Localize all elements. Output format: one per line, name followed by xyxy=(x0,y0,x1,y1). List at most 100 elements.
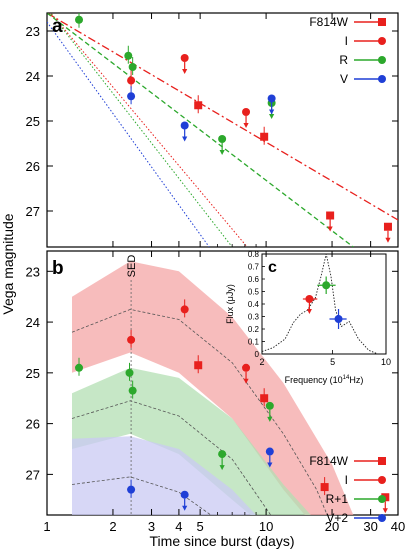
panel-c-spectrum xyxy=(262,254,379,354)
panel-b-ytick-label-25: 25 xyxy=(26,366,40,381)
inset-ytick-label-0: 0 xyxy=(255,350,260,359)
x-tick-label-1: 1 xyxy=(43,519,50,534)
panel-a-point-3-2 xyxy=(267,94,276,103)
panel-a-model-line-1 xyxy=(47,13,354,247)
panel-a-points xyxy=(75,13,392,243)
inset-ytick-label-0.3: 0.3 xyxy=(248,313,260,322)
panel-a-point-3-1 xyxy=(180,121,189,130)
panel-b-point-3-1-limit-arrow-head xyxy=(182,505,188,511)
panel-a-ytick-label-23: 23 xyxy=(26,24,40,39)
panel-a-point-0-2 xyxy=(326,211,335,220)
sed-annotation: SED xyxy=(126,255,138,278)
inset-xtick-label-5: 5 xyxy=(330,357,335,367)
panel-b-band-median-0 xyxy=(71,308,328,515)
panel-c-letter: c xyxy=(268,259,277,276)
panel-a-model-line-4 xyxy=(47,21,210,247)
panel-a-legend-marker-2 xyxy=(378,56,386,64)
y-axis-title: Vega magnitude xyxy=(0,213,16,314)
panel-a-point-3-0 xyxy=(127,92,136,101)
panel-a-point-2-3 xyxy=(218,135,227,143)
panel-a-clip xyxy=(47,13,398,247)
panel-a-point-3-2-limit-arrow-head xyxy=(269,109,275,115)
panel-a-legend-marker-3 xyxy=(378,75,386,83)
panel-b-ytick-label-27: 27 xyxy=(26,467,40,482)
panel-b-legend-marker-1 xyxy=(378,476,386,484)
panel-a-point-3-1-limit-arrow-head xyxy=(182,136,188,142)
panel-b-point-2-1 xyxy=(125,368,134,377)
panel-b-band-0 xyxy=(72,261,354,515)
panel-b-ytick-label-24: 24 xyxy=(26,315,40,330)
x-tick-label-5: 5 xyxy=(197,519,204,534)
panel-a-point-1-2 xyxy=(242,108,251,116)
panel-a-point-0-2-limit-arrow-head xyxy=(327,226,333,232)
panel-a-model-line-0 xyxy=(47,13,398,221)
x-axis-title: Time since burst (days) xyxy=(150,533,295,549)
inset-ytick-label-0.7: 0.7 xyxy=(248,263,260,272)
panel-a-legend-marker-1 xyxy=(378,37,386,45)
panel-b-point-0-0 xyxy=(194,361,203,370)
panel-b-point-1-2 xyxy=(242,363,251,372)
panel-b-band-1 xyxy=(72,367,311,515)
panel-c-background xyxy=(262,254,386,354)
inset-point-I-limit-head xyxy=(306,309,312,314)
panel-a-point-0-3 xyxy=(383,222,392,231)
panel-a-point-2-1 xyxy=(124,51,133,60)
panel-b-points xyxy=(75,299,390,514)
panel-b-legend-marker-3 xyxy=(378,514,386,522)
panel-a-letter: a xyxy=(52,16,63,37)
inset-ytick-label-0.5: 0.5 xyxy=(248,288,260,297)
panel-a-legend-label-2: R xyxy=(339,53,348,67)
inset-ytick-label-0.4: 0.4 xyxy=(248,300,260,309)
panel-b-model-bands xyxy=(71,261,354,515)
panel-b-point-0-1 xyxy=(260,394,269,403)
x-tick-label-2: 2 xyxy=(109,519,116,534)
x-tick-label-10: 10 xyxy=(259,519,273,534)
inset-ytick-label-0.2: 0.2 xyxy=(248,325,260,334)
panel-a-ytick-label-27: 27 xyxy=(26,204,40,219)
panel-b-point-2-4 xyxy=(265,401,274,410)
panel-b-point-1-0 xyxy=(127,335,136,344)
panel-a-point-2-2 xyxy=(128,63,137,71)
panel-a-model-line-2 xyxy=(50,13,248,247)
panel-a-point-2-0 xyxy=(75,15,84,24)
panel-b-letter: b xyxy=(52,258,64,279)
panel-b-ytick-label-26: 26 xyxy=(26,417,40,432)
panel-a-point-2-4-limit-arrow-head xyxy=(269,114,275,119)
panel-a-model-line-3 xyxy=(49,13,233,247)
panel-b-legend-marker-0 xyxy=(378,457,386,465)
panel-b-point-2-4-limit-arrow-head xyxy=(267,416,273,422)
panel-a-ytick-label-24: 24 xyxy=(26,69,40,84)
panel-b-legend-label-2: R+1 xyxy=(326,492,349,506)
x-tick-label-3: 3 xyxy=(148,519,155,534)
inset-x-title-exponent: 14 xyxy=(343,375,350,381)
panel-b-band-median-1 xyxy=(71,400,272,515)
inset-point-R xyxy=(322,281,331,290)
panel-b-band-2 xyxy=(72,436,257,515)
inset-point-V xyxy=(334,315,343,323)
inset-y-axis-title: Flux (μJy) xyxy=(225,284,235,324)
panel-b-point-0-3-limit-arrow-head xyxy=(382,508,388,514)
panel-b-point-3-0 xyxy=(127,485,136,494)
panel-a-ytick-label-25: 25 xyxy=(26,114,40,129)
panel-a-legend-marker-0 xyxy=(378,18,386,26)
panel-b-point-1-2-limit-arrow-head xyxy=(243,378,249,384)
inset-ytick-label-0.1: 0.1 xyxy=(248,338,260,347)
panel-b-point-3-2 xyxy=(265,447,274,456)
panel-b-ytick-label-23: 23 xyxy=(26,264,40,279)
panel-a-legend-label-0: F814W xyxy=(309,15,348,29)
panel-b-clip xyxy=(71,261,390,515)
panel-b-point-2-2 xyxy=(128,386,137,395)
panel-a-model-lines xyxy=(47,13,398,247)
panel-b-legend-label-3: V+2 xyxy=(326,511,348,525)
panel-b-point-3-1 xyxy=(180,490,189,499)
panel-a-point-2-3-limit-arrow-head xyxy=(219,150,225,155)
panel-a-point-0-1 xyxy=(260,132,269,141)
panel-b-point-1-1 xyxy=(180,305,189,314)
panel-a-legend-label-1: I xyxy=(345,34,348,48)
inset-x-title-prefix: Frequency (10 xyxy=(285,375,343,385)
panel-b-legend-label-1: I xyxy=(345,473,348,487)
panel-b-point-2-3-limit-arrow-head xyxy=(219,465,225,471)
x-tick-label-4: 4 xyxy=(175,519,182,534)
panel-b-point-0-2 xyxy=(320,483,329,492)
